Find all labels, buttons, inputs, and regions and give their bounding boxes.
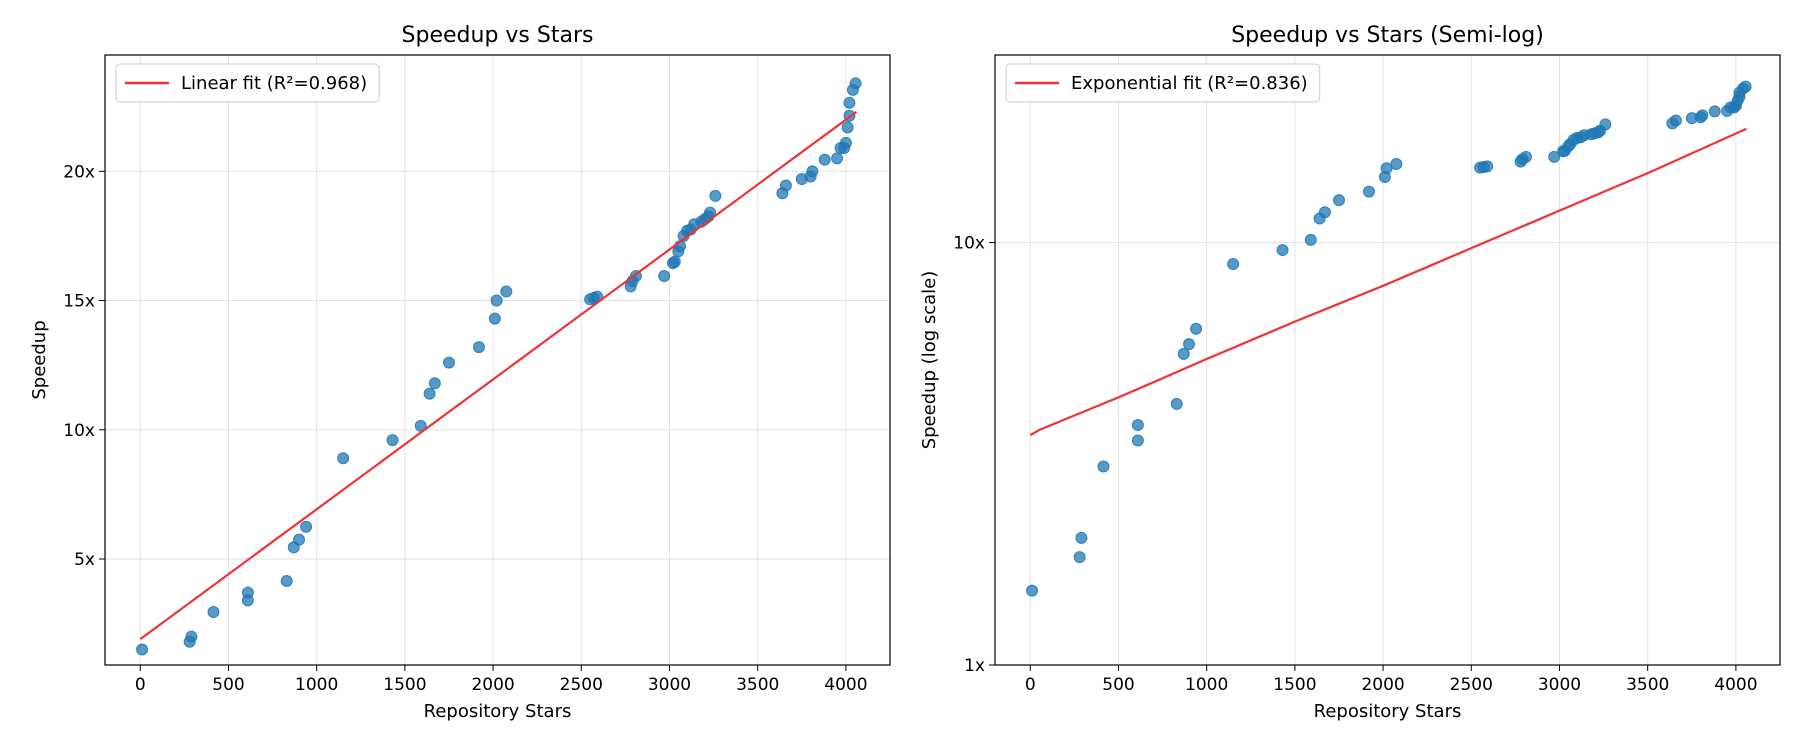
data-point <box>442 356 455 369</box>
gridlines <box>105 55 890 665</box>
data-point <box>1026 584 1039 597</box>
data-point <box>806 165 819 178</box>
x-tick-label: 1500 <box>383 675 426 695</box>
y-axis-label: Speedup (log scale) <box>919 271 940 450</box>
data-point <box>423 387 436 400</box>
data-point <box>1519 150 1532 163</box>
x-tick-label: 3500 <box>736 675 779 695</box>
x-tick-label: 4000 <box>824 675 867 695</box>
x-tick-label: 1500 <box>1273 675 1316 695</box>
data-point <box>280 574 293 587</box>
data-point <box>704 206 717 219</box>
data-point <box>488 312 501 325</box>
data-point <box>428 377 441 390</box>
data-point <box>490 294 503 307</box>
x-tick-label: 2000 <box>471 675 514 695</box>
x-tick-label: 1000 <box>1185 675 1228 695</box>
data-point <box>1318 206 1331 219</box>
data-point <box>1332 194 1345 207</box>
x-tick-label: 0 <box>1025 675 1036 695</box>
legend: Exponential fit (R²=0.836) <box>1005 63 1321 103</box>
data-point <box>843 96 856 109</box>
x-tick-label: 2500 <box>560 675 603 695</box>
data-point <box>841 121 854 134</box>
data-points <box>1026 80 1752 597</box>
data-point <box>136 643 149 656</box>
x-tick-label: 2000 <box>1361 675 1404 695</box>
x-tick-label: 1000 <box>295 675 338 695</box>
data-point <box>1304 233 1317 246</box>
data-point <box>839 136 852 149</box>
data-point <box>709 189 722 202</box>
legend: Linear fit (R²=0.968) <box>115 63 380 103</box>
data-point <box>658 269 671 282</box>
data-point <box>779 179 792 192</box>
fit-line <box>1029 127 1747 437</box>
data-point <box>1183 338 1196 351</box>
data-point <box>1073 551 1086 564</box>
data-point <box>1131 434 1144 447</box>
data-point <box>1599 118 1612 131</box>
data-point <box>1739 80 1752 93</box>
semilog-chart-panel: 0 500 1000 1500 2000 2500 3000 3500 4000 1x 10x Spe… <box>919 23 1781 722</box>
data-point <box>1170 397 1183 410</box>
data-point <box>185 630 198 643</box>
data-point <box>1708 105 1721 118</box>
data-point <box>337 452 350 465</box>
data-point <box>1190 322 1203 335</box>
data-point <box>1481 160 1494 173</box>
data-point <box>386 434 399 447</box>
legend-label: Exponential fit (R²=0.836) <box>1071 73 1308 94</box>
x-tick-label: 3000 <box>648 675 691 695</box>
data-point <box>1227 257 1240 270</box>
data-point <box>668 255 681 268</box>
x-tick-label: 3500 <box>1626 675 1669 695</box>
y-axis-label: Speedup <box>29 320 50 399</box>
data-point <box>207 606 220 619</box>
data-point <box>1362 185 1375 198</box>
axes-frame <box>994 54 1781 666</box>
legend-label: Linear fit (R²=0.968) <box>181 73 367 94</box>
y-tick-label: 10x <box>63 421 95 441</box>
data-point <box>500 285 513 298</box>
x-tick-label: 4000 <box>1714 675 1757 695</box>
y-tick-label: 10x <box>953 234 985 254</box>
data-point <box>1131 418 1144 431</box>
data-point <box>293 533 306 546</box>
data-point <box>1669 114 1682 127</box>
data-point <box>1097 460 1110 473</box>
x-tick-label: 0 <box>135 675 146 695</box>
legend-box <box>1005 63 1321 103</box>
data-point <box>818 153 831 166</box>
y-tick-label: 15x <box>63 292 95 312</box>
x-axis-label: Repository Stars <box>1314 701 1462 722</box>
x-tick-label: 500 <box>212 675 244 695</box>
chart-title: Speedup vs Stars <box>402 23 594 48</box>
x-tick-label: 2500 <box>1450 675 1493 695</box>
linear-chart-panel: 0 500 1000 1500 2000 2500 3000 3500 4000 5x 10x 15x… <box>29 23 891 722</box>
x-tick-label: 500 <box>1102 675 1134 695</box>
axes-frame <box>104 54 891 666</box>
data-point <box>1276 244 1289 257</box>
x-axis-label: Repository Stars <box>424 701 572 722</box>
data-point <box>472 341 485 354</box>
legend-box <box>115 63 380 103</box>
data-point <box>1177 347 1190 360</box>
data-point <box>300 520 313 533</box>
chart-title: Speedup vs Stars (Semi-log) <box>1231 23 1544 48</box>
data-point <box>1696 109 1709 122</box>
data-point <box>831 152 844 165</box>
data-point <box>1075 531 1088 544</box>
y-tick-label: 20x <box>63 162 95 182</box>
x-tick-label: 3000 <box>1538 675 1581 695</box>
data-point <box>241 586 254 599</box>
data-point <box>1548 150 1561 163</box>
y-tick-label: 5x <box>74 550 95 570</box>
data-point <box>849 77 862 90</box>
y-tick-label: 1x <box>964 656 985 676</box>
fit-line <box>139 110 858 641</box>
data-point <box>1390 157 1403 170</box>
